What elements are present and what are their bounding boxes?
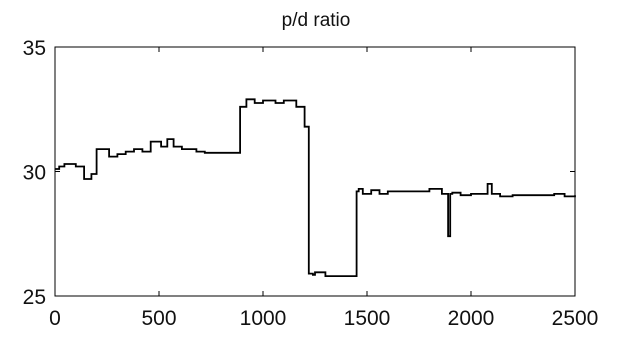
x-tick-label: 2500: [552, 307, 599, 330]
y-tick-labels: 25 30 35: [23, 37, 46, 309]
series-line: [55, 98, 576, 277]
chart-title: p/d ratio: [282, 10, 351, 31]
x-tick-label: 1500: [344, 307, 391, 330]
y-tick-label: 35: [23, 37, 46, 60]
x-tick-label: 1000: [240, 307, 287, 330]
x-tick-label: 500: [141, 307, 176, 330]
y-tick-label: 25: [23, 286, 46, 309]
x-tick-labels: 0 500 1000 1500 2000 2500: [49, 307, 598, 330]
axis-ticks: [54, 46, 576, 297]
x-tick-label: 0: [49, 307, 61, 330]
plot-frame: [54, 46, 576, 297]
y-tick-label: 30: [23, 162, 46, 185]
x-tick-label: 2000: [448, 307, 495, 330]
